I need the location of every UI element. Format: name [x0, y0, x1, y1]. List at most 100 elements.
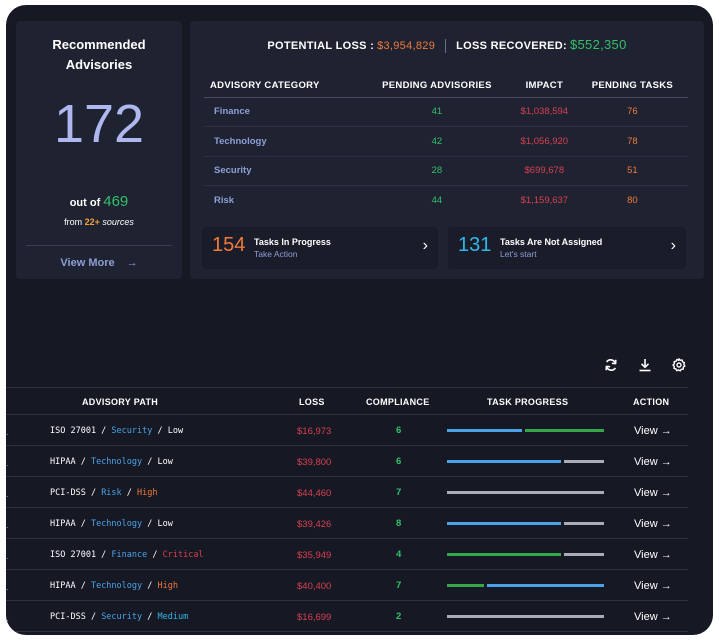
tasks-not-assigned-tile[interactable]: 131 Tasks Are Not Assigned Let's start ›	[448, 227, 686, 269]
column-header-impact: IMPACT	[511, 75, 577, 98]
progress-segment	[447, 553, 561, 556]
task-progress-bar	[447, 584, 604, 587]
progress-segment	[447, 584, 484, 587]
table-row[interactable]: . ISO 27001 / Finance / Critical $35,949 4 V…	[6, 539, 688, 570]
recommended-advisories-title: Recommended Advisories	[16, 35, 182, 75]
pending-tasks-cell: 80	[627, 195, 638, 206]
table-toolbar	[603, 357, 687, 373]
from-label: from	[64, 217, 83, 227]
compliance-cell: 6	[396, 425, 402, 436]
path-standard: HIPAA	[50, 581, 76, 591]
path-separator: /	[147, 550, 163, 560]
progress-segment	[563, 460, 604, 463]
tasks-not-assigned-count: 131	[458, 234, 492, 256]
view-action-link[interactable]: View →	[634, 487, 672, 499]
column-header-advisory-path: ADVISORY PATH	[82, 397, 159, 407]
row-marker: .	[6, 458, 9, 468]
tasks-not-assigned-title: Tasks Are Not Assigned	[500, 237, 603, 247]
take-action-label: Take Action	[254, 249, 298, 259]
path-separator: /	[142, 612, 158, 622]
path-category: Technology	[90, 519, 143, 529]
progress-segment	[486, 584, 604, 587]
pending-tasks-cell: 51	[576, 156, 688, 186]
path-separator: /	[96, 550, 112, 560]
row-marker: .	[6, 489, 9, 499]
table-row[interactable]: . PCI-DSS / Security / Medium $16,699 2 View…	[6, 601, 688, 632]
potential-loss-label: POTENTIAL LOSS :	[267, 40, 375, 52]
progress-segment	[525, 429, 604, 432]
view-more-link[interactable]: View More →	[16, 257, 182, 269]
arrow-right-icon: →	[126, 257, 138, 269]
potential-loss-value: $3,954,829	[377, 40, 436, 52]
view-more-label: View More	[60, 257, 115, 269]
compliance-cell: 4	[396, 549, 402, 560]
path-severity: Low	[157, 457, 173, 467]
path-separator: /	[142, 581, 158, 591]
path-category: Finance	[111, 550, 148, 560]
download-icon[interactable]	[637, 357, 653, 373]
impact-cell: $1,159,637	[520, 195, 569, 206]
table-row[interactable]: Finance 41 $1,038,594 76	[204, 97, 688, 127]
path-category: Risk	[101, 488, 122, 498]
advisory-count: 172	[53, 94, 145, 154]
chevron-right-icon: ›	[422, 237, 428, 254]
view-action-link[interactable]: View →	[634, 518, 672, 530]
column-header-action: ACTION	[633, 397, 670, 407]
progress-segment	[447, 491, 604, 494]
table-row[interactable]: Risk 44 $1,159,637 80	[204, 186, 688, 216]
settings-gear-icon[interactable]	[671, 357, 687, 373]
path-category: Technology	[90, 581, 143, 591]
path-severity: Low	[167, 426, 184, 436]
path-standard: ISO 27001	[50, 426, 97, 436]
tasks-in-progress-tile[interactable]: 154 Tasks In Progress Take Action ›	[202, 227, 438, 269]
path-severity: High	[157, 581, 178, 591]
view-action-link[interactable]: View →	[634, 611, 672, 623]
advisory-path: HIPAA / Technology / High	[50, 581, 178, 591]
pending-advisories-cell: 42	[362, 126, 512, 157]
path-standard: PCI-DSS	[50, 612, 86, 622]
sources-line: from 22+ sources	[16, 217, 182, 227]
path-separator: /	[75, 457, 91, 467]
title-line-2: Advisories	[65, 57, 133, 72]
pending-advisories-cell: 41	[362, 97, 512, 127]
path-separator: /	[142, 457, 158, 467]
advisory-path: PCI-DSS / Risk / High	[50, 488, 158, 498]
progress-segment	[563, 522, 604, 525]
progress-segment	[563, 553, 604, 556]
path-severity: Medium	[157, 612, 189, 622]
row-marker: .	[6, 427, 9, 437]
advisory-paths-table: ADVISORY PATH LOSS COMPLIANCE TASK PROGR…	[6, 387, 688, 632]
table-row[interactable]: . HIPAA / Technology / High $40,400 7 View →	[6, 570, 688, 601]
view-action-link[interactable]: View →	[634, 549, 672, 561]
path-separator: /	[75, 519, 91, 529]
category-cell: Technology	[204, 126, 363, 157]
task-progress-bar	[447, 553, 604, 556]
table-row[interactable]: . HIPAA / Technology / Low $39,426 8 View →	[6, 508, 688, 539]
path-standard: PCI-DSS	[50, 488, 86, 498]
task-progress-bar	[447, 522, 604, 525]
table-row[interactable]: . PCI-DSS / Risk / High $44,460 7 View →	[6, 477, 688, 508]
loss-summary: POTENTIAL LOSS : $3,954,829 LOSS RECOVERED…	[190, 37, 704, 54]
row-marker: .	[6, 551, 9, 561]
row-marker: .	[6, 582, 9, 592]
path-separator: /	[75, 581, 91, 591]
view-action-link[interactable]: View →	[634, 456, 672, 468]
path-severity: High	[137, 488, 158, 498]
table-row[interactable]: Security 28 $699,678 51	[204, 156, 688, 186]
table-row[interactable]: . HIPAA / Technology / Low $39,800 6 View →	[6, 446, 688, 477]
title-line-1: Recommended	[52, 37, 146, 52]
table-row[interactable]: Technology 42 $1,056,920 78	[204, 126, 688, 157]
loss-cell: $39,426	[297, 519, 332, 530]
impact-cell: $699,678	[511, 156, 577, 186]
path-category: Security	[101, 612, 143, 622]
out-of-label: out of	[69, 197, 101, 209]
loss-cell: $16,699	[297, 612, 332, 623]
view-action-link[interactable]: View →	[634, 425, 672, 437]
table-row[interactable]: . ISO 27001 / Security / Low $16,973 6 View …	[6, 415, 688, 446]
view-action-link[interactable]: View →	[634, 580, 672, 592]
row-marker: .	[6, 613, 9, 623]
divider	[26, 245, 172, 246]
category-cell: Finance	[204, 97, 363, 127]
impact-cell: $1,038,594	[511, 97, 577, 127]
refresh-icon[interactable]	[603, 357, 619, 373]
